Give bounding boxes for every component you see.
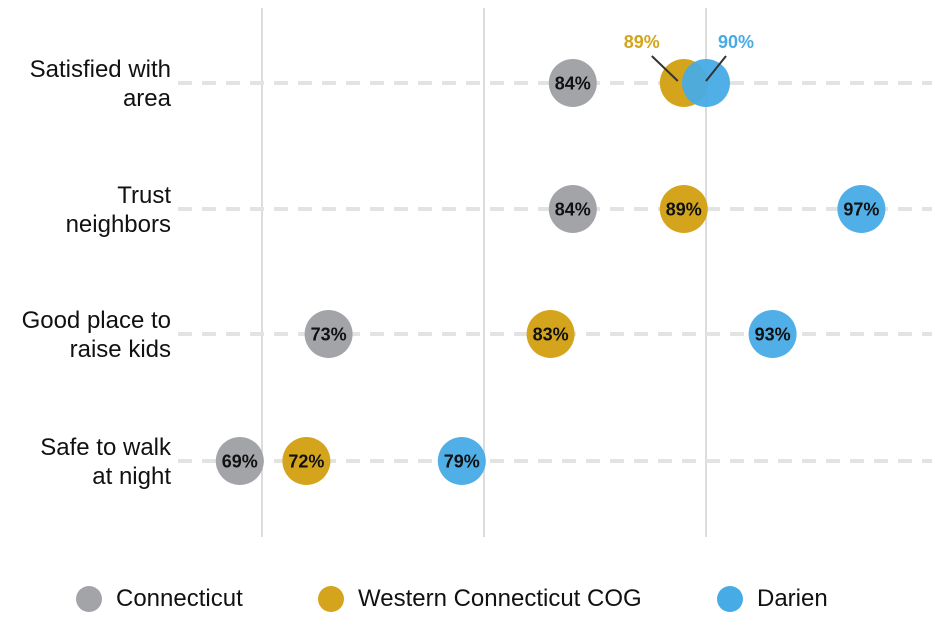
callout-leader-darien [705, 55, 727, 82]
category-label-good-place-to-raise-kids: Good place to raise kids [22, 307, 171, 363]
category-rows: Satisfied with area Trust neighbors Good pla… [22, 56, 932, 490]
callout-label-western-connecticut-cog: 89% [624, 32, 660, 52]
point-connecticut-safe-to-walk-at-night [215, 437, 264, 485]
point-western-connecticut-cog-safe-to-walk-at-night [282, 437, 331, 485]
callout-labels: 89% 90% [624, 32, 754, 82]
point-label-connecticut-satisfied-with-area: 84% [555, 74, 591, 94]
callout-leader-western-connecticut-cog [651, 55, 679, 82]
point-label-western-connecticut-cog-safe-to-walk-at-night: 72% [288, 452, 324, 472]
point-label-connecticut-trust-neighbors: 84% [555, 200, 591, 220]
legend-swatch-darien [717, 586, 743, 612]
point-western-connecticut-cog-trust-neighbors [659, 185, 708, 233]
legend-item-western-connecticut-cog: Western Connecticut COG [318, 585, 642, 613]
dot-plot-chart: Satisfied with area Trust neighbors Good pla… [22, 8, 932, 537]
point-darien-safe-to-walk-at-night [437, 437, 486, 485]
point-western-connecticut-cog-good-place-to-raise-kids [526, 310, 575, 358]
legend-label-darien: Darien [757, 585, 828, 612]
point-connecticut-good-place-to-raise-kids [304, 310, 353, 358]
point-darien-satisfied-with-area [682, 59, 730, 107]
point-label-darien-safe-to-walk-at-night: 79% [444, 452, 480, 472]
point-connecticut-satisfied-with-area [548, 59, 597, 107]
legend-item-darien: Darien [717, 585, 828, 613]
point-label-western-connecticut-cog-good-place-to-raise-kids: 83% [533, 325, 569, 345]
point-darien-good-place-to-raise-kids [748, 310, 797, 358]
legend-item-connecticut: Connecticut [76, 585, 243, 613]
legend-label-western-connecticut-cog: Western Connecticut COG [358, 585, 642, 612]
point-label-darien-good-place-to-raise-kids: 93% [755, 325, 791, 345]
category-label-satisfied-with-area: Satisfied with area [30, 56, 172, 112]
point-label-darien-trust-neighbors: 97% [843, 200, 879, 220]
point-label-western-connecticut-cog-trust-neighbors: 89% [666, 200, 702, 220]
legend-swatch-western-connecticut-cog [318, 586, 344, 612]
legend: Connecticut Western Connecticut COG Dari… [0, 585, 935, 625]
point-connecticut-trust-neighbors [548, 185, 597, 233]
category-label-safe-to-walk-at-night: Safe to walk at night [40, 434, 172, 490]
legend-label-connecticut: Connecticut [116, 585, 243, 612]
legend-swatch-connecticut [76, 586, 102, 612]
point-label-connecticut-good-place-to-raise-kids: 73% [311, 325, 347, 345]
point-darien-trust-neighbors [837, 185, 886, 233]
point-label-connecticut-safe-to-walk-at-night: 69% [222, 452, 258, 472]
category-label-trust-neighbors: Trust neighbors [66, 182, 172, 238]
data-points: 84% 84% 73% 69% 89% 83% 72% 97% 93% 79% [215, 59, 886, 485]
callout-label-darien: 90% [718, 32, 754, 52]
